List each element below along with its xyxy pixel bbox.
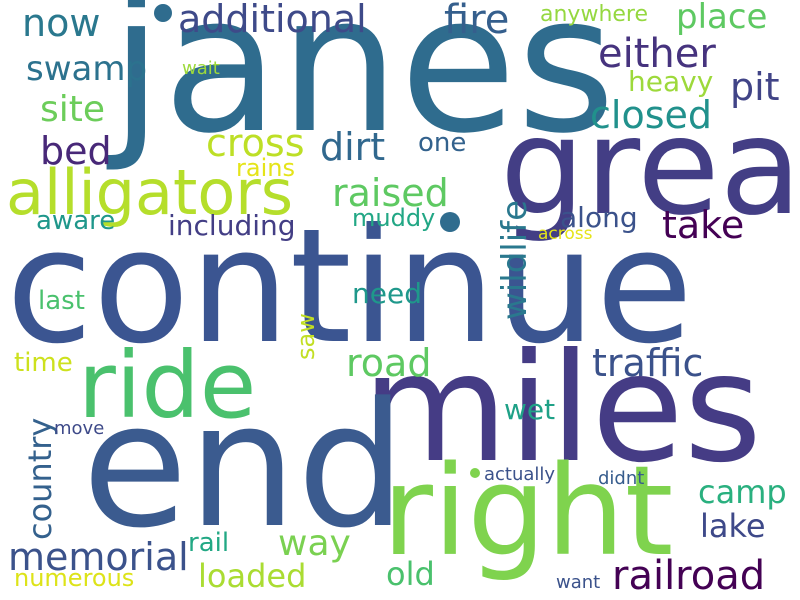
cloud-word: including: [168, 209, 296, 242]
cloud-word: heavy: [628, 65, 714, 98]
cloud-word: loaded: [198, 557, 307, 595]
cloud-word: old: [386, 555, 435, 593]
cloud-word: muddy: [352, 204, 436, 232]
cloud-word: country: [21, 417, 59, 540]
decorative-dot: [440, 212, 460, 232]
cloud-word: rains: [236, 154, 295, 182]
cloud-word: traffic: [592, 341, 704, 385]
cloud-word: camp: [698, 473, 787, 511]
cloud-word: anywhere: [540, 2, 649, 27]
cloud-word: miles: [362, 322, 762, 496]
cloud-word: place: [676, 0, 768, 37]
cloud-word: memorial: [8, 535, 189, 579]
cloud-word: take: [662, 203, 745, 247]
cloud-word: continue: [6, 195, 694, 379]
cloud-word: ride: [78, 332, 257, 439]
cloud-word: saw: [292, 313, 320, 360]
cloud-word: wildlife: [495, 199, 535, 320]
cloud-word: move: [54, 418, 105, 439]
cloud-word: closed: [590, 93, 712, 137]
cloud-word: wet: [504, 393, 556, 426]
cloud-word: dirt: [320, 125, 386, 169]
cloud-word: swamp: [26, 49, 148, 89]
cloud-word: great: [500, 89, 800, 245]
cloud-word: fire: [444, 0, 510, 43]
cloud-word: want: [556, 572, 601, 593]
cloud-word: site: [40, 89, 106, 130]
cloud-word: additional: [178, 0, 367, 41]
cloud-word: either: [598, 31, 716, 77]
cloud-word: end: [82, 365, 407, 566]
cloud-word: across: [538, 224, 593, 244]
cloud-word: actually: [484, 464, 556, 485]
cloud-word: last: [38, 286, 85, 316]
cloud-word: didnt: [598, 468, 645, 489]
cloud-word: alligators: [6, 156, 294, 229]
cloud-word: janes: [110, 0, 616, 175]
cloud-word: road: [346, 341, 432, 385]
cloud-word: bed: [40, 129, 112, 173]
cloud-word: way: [278, 523, 351, 564]
cloud-word: raised: [332, 171, 449, 215]
cloud-word: aware: [36, 206, 116, 236]
cloud-word: pit: [730, 65, 780, 109]
cloud-word: numerous: [14, 564, 135, 592]
cloud-word: time: [14, 348, 73, 378]
cloud-word: one: [418, 128, 467, 158]
cloud-word: rail: [188, 528, 230, 558]
cloud-word: need: [352, 277, 422, 310]
cloud-word: railroad: [612, 553, 766, 599]
decorative-dot: [470, 468, 480, 478]
decorative-dot: [154, 4, 172, 22]
cloud-word: lake: [700, 507, 766, 545]
cloud-word: cross: [206, 121, 305, 165]
cloud-word: wait: [182, 58, 220, 79]
cloud-word: now: [22, 1, 101, 45]
cloud-word: right: [382, 440, 674, 584]
cloud-word: along: [560, 201, 638, 234]
